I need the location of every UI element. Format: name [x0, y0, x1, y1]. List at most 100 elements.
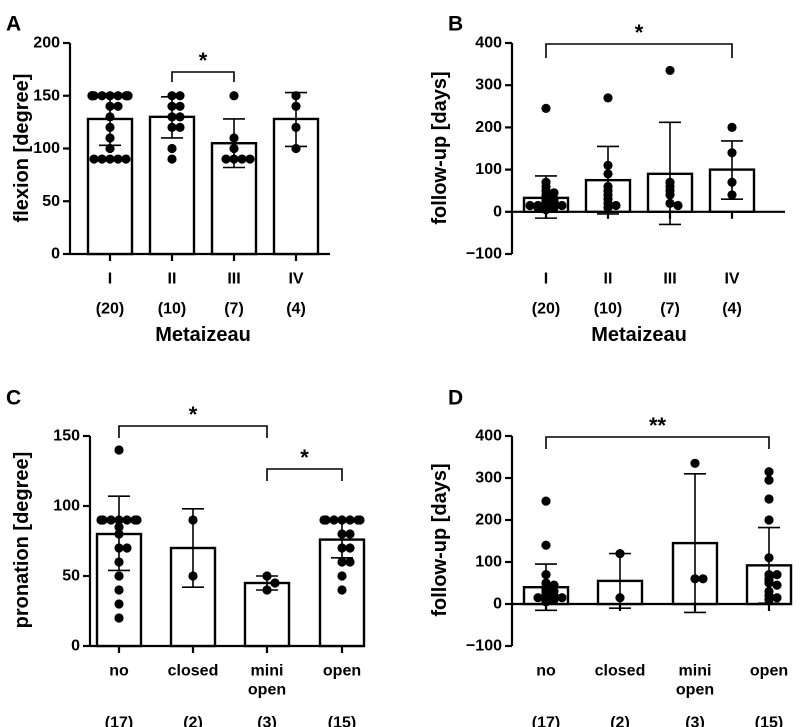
data-point [229, 91, 239, 101]
group-count: (3) [257, 714, 277, 727]
x-tick-label: mini [679, 662, 712, 679]
x-tick-label: closed [168, 662, 219, 679]
data-point [114, 585, 124, 595]
x-tick-label: no [536, 662, 556, 679]
group-count: (17) [105, 714, 133, 727]
x-tick-label: I [544, 270, 548, 287]
significance-label: * [199, 48, 208, 73]
data-point [764, 467, 774, 477]
data-point [698, 574, 708, 584]
y-tick-label: −100 [466, 246, 502, 263]
group-count: (7) [660, 300, 680, 317]
x-axis-title: Metaizeau [591, 324, 687, 346]
data-point [319, 515, 329, 525]
significance-label: * [300, 445, 309, 470]
data-point [557, 200, 567, 211]
x-tick-label: open [676, 681, 714, 698]
data-point [87, 91, 97, 101]
data-point [97, 154, 107, 164]
data-point [549, 202, 559, 213]
group-count: (15) [328, 714, 356, 727]
data-point [114, 445, 124, 455]
group-count: (3) [685, 714, 705, 727]
data-point [175, 101, 185, 111]
data-point [611, 200, 621, 211]
y-tick-label: −100 [466, 638, 502, 655]
x-axis-title: Metaizeau [155, 324, 251, 346]
y-tick-label: 50 [42, 193, 60, 210]
data-point [89, 154, 99, 164]
data-point [541, 496, 551, 506]
bar [148, 115, 196, 256]
data-point [97, 91, 107, 101]
group-count: (10) [594, 300, 622, 317]
data-point [727, 122, 737, 132]
x-tick-label: IV [724, 270, 739, 287]
y-tick-label: 0 [51, 246, 60, 263]
data-point [167, 143, 177, 154]
data-point [106, 515, 116, 525]
y-tick-label: 100 [475, 161, 502, 178]
x-tick-label: III [663, 270, 676, 287]
data-point [337, 557, 347, 567]
data-point [175, 112, 185, 122]
data-point [175, 122, 185, 132]
y-tick-label: 150 [53, 428, 80, 445]
y-tick-label: 400 [475, 428, 502, 445]
y-axis-label: follow-up [days] [429, 71, 451, 224]
data-point [603, 93, 613, 103]
data-point [533, 593, 543, 603]
significance-bracket [171, 71, 235, 82]
x-tick-label: II [168, 270, 177, 287]
data-point [96, 515, 106, 525]
data-point [113, 154, 123, 164]
data-point [772, 580, 782, 590]
data-point [175, 91, 185, 101]
significance-label: ** [649, 413, 667, 438]
data-point [541, 540, 551, 550]
panel-C: C 0 50 100 150 pronation [degree] no (17) closed… [6, 386, 366, 727]
y-tick-label: 100 [53, 498, 80, 515]
y-axis-label: flexion [degree] [11, 74, 33, 223]
data-point [105, 154, 115, 164]
data-point [772, 593, 782, 603]
x-tick-label: IV [288, 270, 303, 287]
panel-label: D [448, 386, 463, 409]
significance-bracket [545, 436, 770, 449]
y-tick-label: 200 [475, 119, 502, 136]
y-tick-label: 0 [493, 596, 502, 613]
panel-B: B −100 0 100 200 300 400 follow-up [days] I (20) I… [429, 12, 785, 346]
panel-D: D −100 0 100 200 300 400 follow-up [days] no (17)… [429, 386, 793, 727]
group-count: (2) [183, 714, 203, 727]
data-point [533, 202, 543, 213]
x-tick-label: open [323, 662, 361, 679]
x-tick-label: no [109, 662, 129, 679]
data-point [121, 154, 131, 164]
x-tick-label: I [108, 270, 112, 287]
data-point [221, 154, 231, 164]
panel-label: C [6, 386, 21, 409]
data-point [237, 154, 247, 164]
panel-A: A 0 50 100 150 200 flexion [degree] I (20) II (10)… [6, 12, 330, 346]
y-tick-label: 0 [493, 203, 502, 220]
data-point [122, 543, 132, 553]
data-point [665, 65, 675, 76]
data-point [105, 143, 115, 154]
x-tick-label: open [248, 681, 286, 698]
data-point [345, 557, 355, 567]
data-point [132, 515, 142, 525]
group-count: (4) [722, 300, 742, 317]
y-tick-label: 100 [33, 140, 60, 157]
data-point [557, 593, 567, 603]
y-tick-label: 150 [33, 87, 60, 104]
y-tick-label: 100 [475, 554, 502, 571]
y-tick-label: 400 [475, 35, 502, 52]
y-tick-label: 200 [33, 35, 60, 52]
x-tick-label: closed [595, 662, 646, 679]
data-point [113, 91, 123, 101]
data-point [245, 154, 255, 164]
group-count: (4) [286, 300, 306, 317]
data-point [690, 458, 700, 468]
data-point [673, 200, 683, 211]
